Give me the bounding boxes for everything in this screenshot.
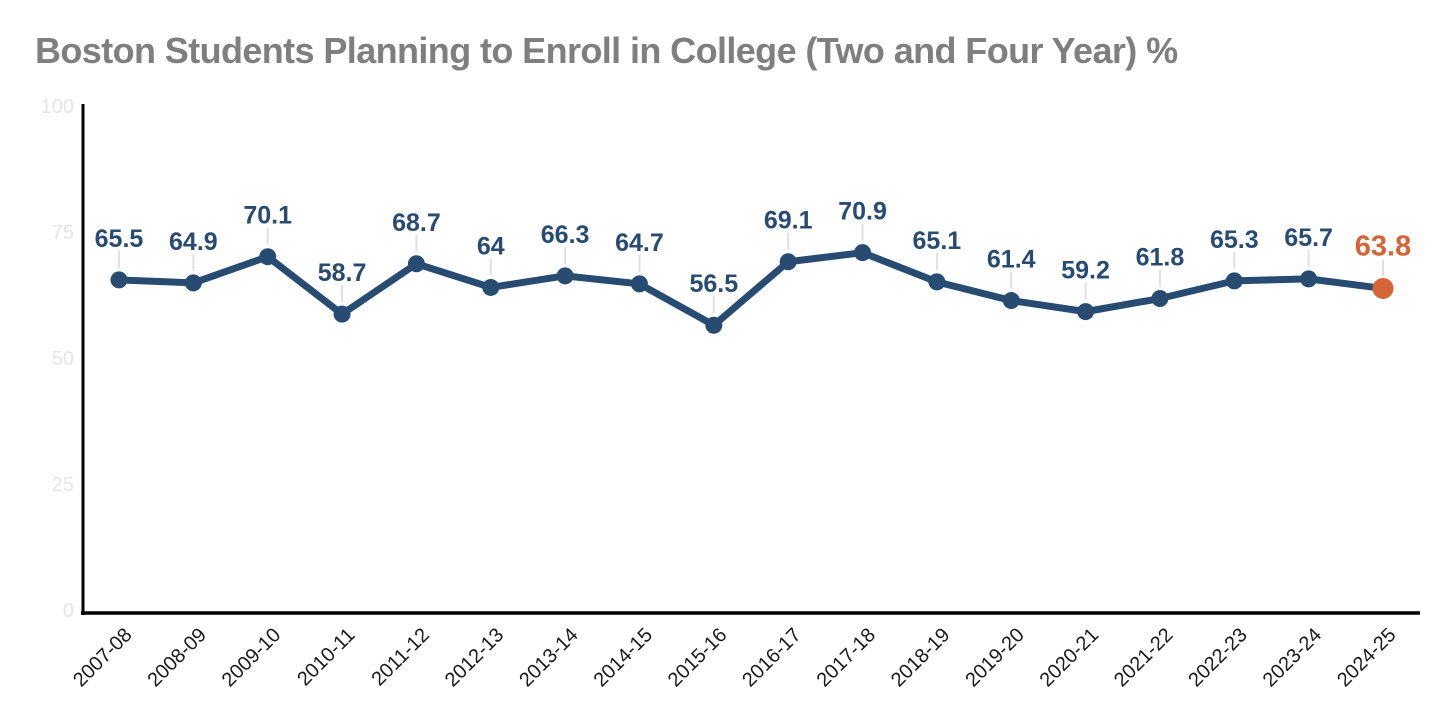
data-value-label: 64 <box>477 232 505 260</box>
x-tick-label: 2024-25 <box>1333 624 1400 691</box>
data-point <box>705 316 723 334</box>
data-point <box>110 271 128 289</box>
data-value-label: 69.1 <box>764 207 813 235</box>
data-point <box>482 278 500 296</box>
data-point <box>259 248 277 266</box>
x-tick-label: 2023-24 <box>1259 624 1326 691</box>
data-value-label: 61.4 <box>987 246 1036 274</box>
data-point-highlight <box>1372 277 1394 299</box>
data-point <box>1151 290 1169 308</box>
chart-title: Boston Students Planning to Enroll in Co… <box>35 30 1178 71</box>
data-value-label: 64.9 <box>169 228 218 256</box>
x-tick-label: 2018-19 <box>887 624 954 691</box>
x-tick-label: 2022-23 <box>1184 624 1251 691</box>
x-tick-label: 2012-13 <box>441 624 508 691</box>
data-value-label: 65.1 <box>913 227 962 255</box>
data-point <box>779 253 797 271</box>
y-tick-label: 50 <box>52 348 74 370</box>
data-point <box>1300 270 1318 288</box>
data-value-label: 64.7 <box>615 229 664 257</box>
data-value-label: 56.5 <box>689 270 738 298</box>
data-point <box>630 275 648 293</box>
x-tick-label: 2007-08 <box>69 624 136 691</box>
x-tick-label: 2008-09 <box>143 624 210 691</box>
data-value-label: 59.2 <box>1061 257 1110 285</box>
x-tick-label: 2015-16 <box>664 624 731 691</box>
data-value-label: 65.7 <box>1284 224 1333 252</box>
data-line <box>115 249 1387 329</box>
y-tick-label: 75 <box>52 222 74 244</box>
data-point <box>1002 292 1020 310</box>
data-point <box>184 274 202 292</box>
data-point <box>407 255 425 273</box>
x-tick-label: 2016-17 <box>738 624 805 691</box>
data-value-label: 70.9 <box>838 198 887 226</box>
data-point <box>1077 303 1095 321</box>
x-tick-label: 2009-10 <box>218 624 285 691</box>
y-tick-label: 100 <box>41 96 74 118</box>
data-value-label: 65.5 <box>95 225 144 253</box>
x-tick-label: 2010-11 <box>293 624 359 690</box>
data-value-label: 65.3 <box>1210 226 1259 254</box>
x-tick-label: 2021-22 <box>1110 624 1177 691</box>
data-value-label: 58.7 <box>318 259 367 287</box>
data-value-label: 68.7 <box>392 209 441 237</box>
x-tick-label: 2019-20 <box>961 624 1028 691</box>
data-point <box>556 267 574 285</box>
data-value-label: 66.3 <box>541 221 590 249</box>
x-tick-label: 2017-18 <box>813 624 880 691</box>
x-tick-label: 2011-12 <box>368 624 434 690</box>
x-tick-label: 2014-15 <box>590 624 657 691</box>
data-point <box>928 273 946 291</box>
data-point <box>333 305 351 323</box>
data-value-label: 61.8 <box>1136 244 1185 272</box>
data-value-label-highlight: 63.8 <box>1355 230 1411 262</box>
data-value-label: 70.1 <box>243 202 292 230</box>
x-tick-label: 2013-14 <box>515 624 582 691</box>
data-point <box>854 244 872 262</box>
y-tick-label: 0 <box>63 600 74 622</box>
y-tick-label: 25 <box>52 474 74 496</box>
x-tick-label: 2020-21 <box>1036 624 1103 691</box>
data-point <box>1225 272 1243 290</box>
